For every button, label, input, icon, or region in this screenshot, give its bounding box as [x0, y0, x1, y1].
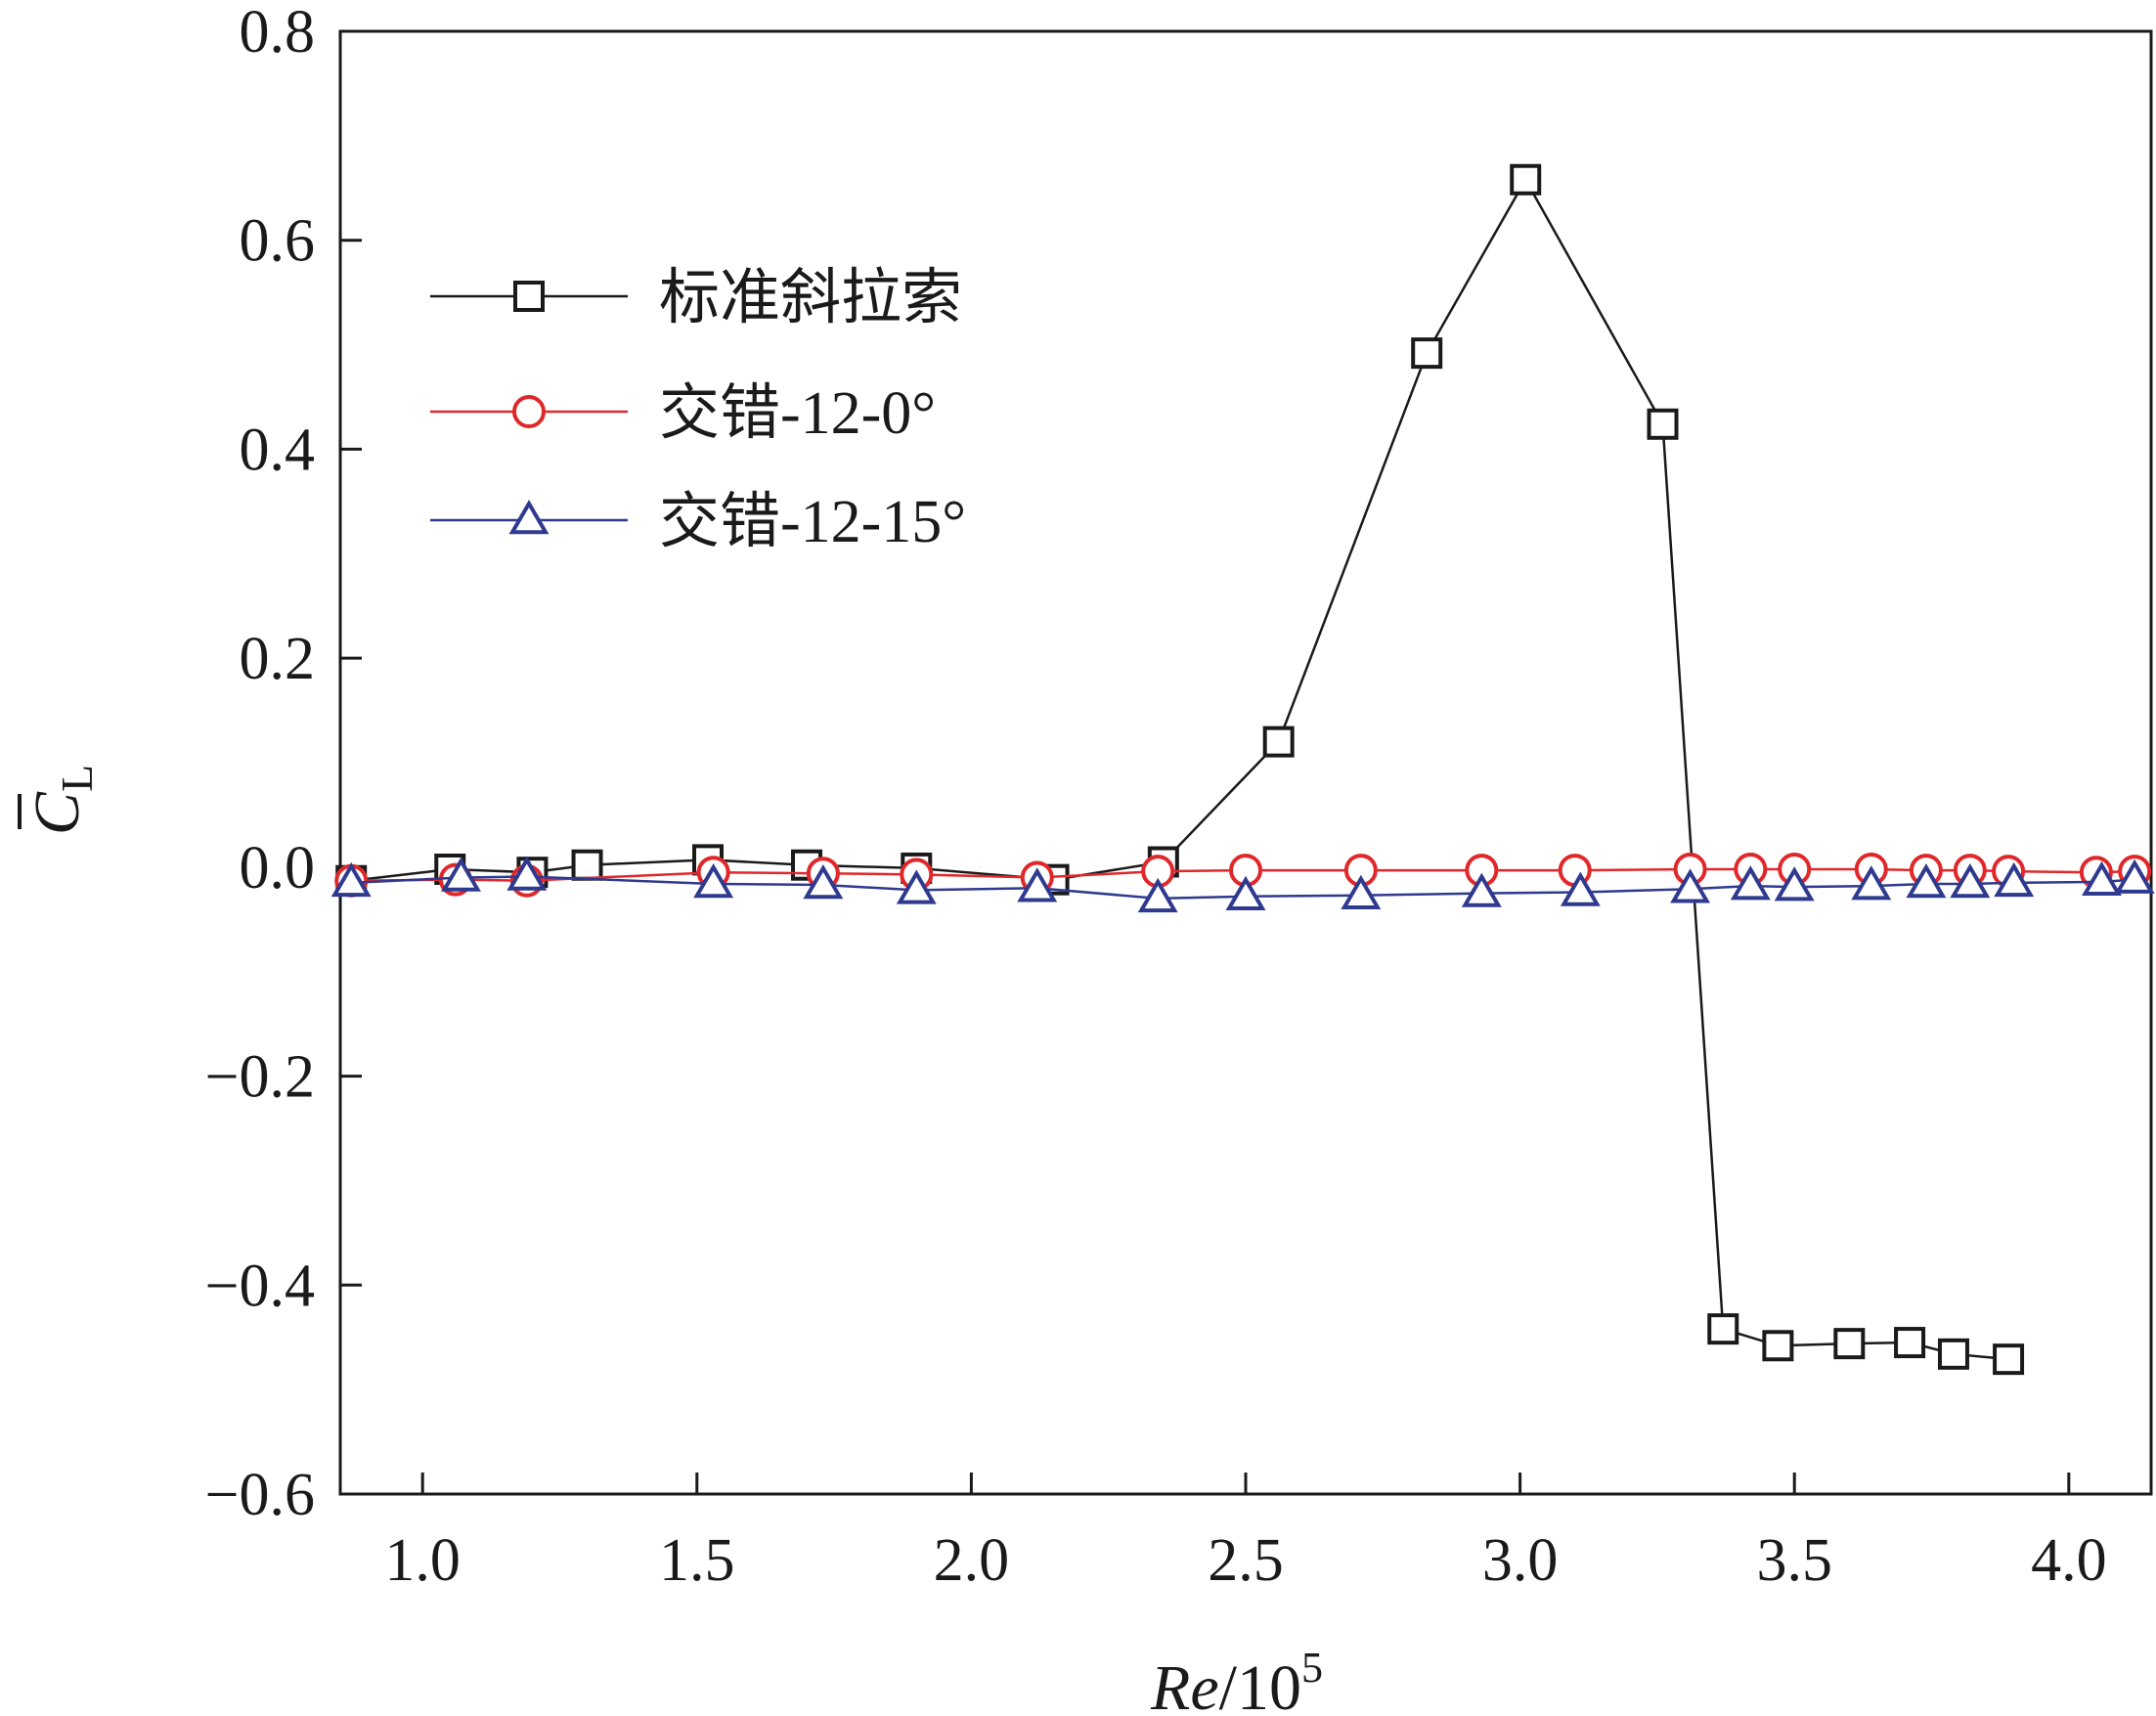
series-staggered-15 [330, 856, 2155, 913]
x-tick-label: 2.0 [934, 1527, 1010, 1594]
y-axis-title: CL [18, 765, 102, 835]
data-point-standard [1510, 163, 1542, 196]
data-point-staggered-15 [2082, 860, 2122, 897]
y-tick-label: −0.4 [205, 1253, 315, 1319]
legend-marker [512, 395, 546, 428]
data-point-standard [1993, 1343, 2025, 1376]
data-point-standard [1707, 1313, 1739, 1345]
data-point-standard [571, 849, 603, 881]
data-point-staggered-15 [1950, 862, 1991, 899]
data-point-standard [1833, 1328, 1866, 1360]
y-tick-label: 0.4 [240, 417, 316, 483]
data-point-standard [1411, 337, 1443, 370]
data-point-standard [1894, 1327, 1926, 1359]
y-tick-label: 0.0 [240, 835, 316, 902]
data-point-staggered-15 [506, 856, 548, 891]
x-axis-title-italic: Re [1150, 1652, 1219, 1716]
x-tick-label: 1.5 [659, 1527, 735, 1594]
series-layer [330, 163, 2155, 1376]
x-tick-label: 3.5 [1756, 1527, 1832, 1594]
data-point-staggered-15 [1341, 874, 1382, 909]
axis-ticks: 1.0 1.5 2.0 2.5 3.0 3.5 4.0 −0.6 −0.4 −0.2 0.0 0.2 0… [205, 0, 2107, 1594]
data-point-staggered-15 [1774, 866, 1815, 902]
data-point-staggered-15 [1906, 862, 1947, 899]
data-point-staggered-15 [803, 864, 844, 900]
y-tick-label: −0.6 [205, 1462, 315, 1528]
legend-label: 交错-12-0° [659, 380, 936, 447]
data-point-standard [1762, 1330, 1794, 1362]
y-axis-title-main: C [22, 791, 93, 835]
data-point-staggered-15 [693, 862, 734, 899]
x-axis-title: Re/105 [1150, 1644, 1323, 1716]
series-line-standard [351, 177, 2009, 1361]
legend-item-staggered-15: 交错-12-15° [430, 489, 966, 555]
data-point-staggered-15 [1670, 868, 1711, 903]
data-point-staggered-15 [330, 861, 372, 898]
x-axis-title-rest: /10 [1219, 1652, 1301, 1716]
legend-label: 交错-12-15° [659, 489, 966, 555]
y-tick-label: 0.6 [240, 208, 316, 275]
svg-text:CL: CL [22, 765, 102, 835]
x-axis-title-sup: 5 [1301, 1644, 1323, 1692]
y-axis-title-sub: L [52, 765, 102, 792]
data-point-staggered-15 [1017, 867, 1058, 902]
data-point-staggered-15 [1137, 877, 1178, 913]
data-point-staggered-15 [1560, 871, 1601, 906]
data-point-staggered-15 [440, 857, 481, 892]
legend-item-standard: 标准斜拉索 [430, 265, 962, 331]
data-point-staggered-15 [1730, 865, 1771, 901]
legend-marker [508, 500, 550, 535]
data-point-staggered-15 [1851, 865, 1892, 901]
data-point-standard [1647, 408, 1679, 440]
data-point-staggered-15 [2114, 858, 2155, 894]
data-point-staggered-15 [1994, 861, 2035, 898]
legend-label: 标准斜拉索 [659, 265, 962, 331]
data-point-standard [1262, 726, 1295, 758]
x-tick-label: 1.0 [384, 1527, 461, 1594]
data-point-standard [1937, 1338, 1969, 1370]
x-tick-label: 3.0 [1482, 1527, 1559, 1594]
data-point-staggered-15 [1225, 875, 1266, 911]
legend-marker [513, 281, 545, 312]
legend-item-staggered-0: 交错-12-0° [430, 380, 936, 447]
data-point-staggered-15 [896, 869, 937, 904]
plot-frame [338, 29, 2153, 1496]
data-point-staggered-15 [1461, 872, 1502, 907]
y-tick-label: −0.2 [205, 1044, 315, 1111]
y-tick-label: 0.2 [240, 626, 316, 692]
x-tick-label: 2.5 [1208, 1527, 1284, 1594]
series-standard [335, 163, 2025, 1376]
plot-area-border [338, 29, 2153, 1496]
x-tick-label: 4.0 [2031, 1527, 2107, 1594]
y-tick-label: 0.8 [240, 0, 316, 66]
